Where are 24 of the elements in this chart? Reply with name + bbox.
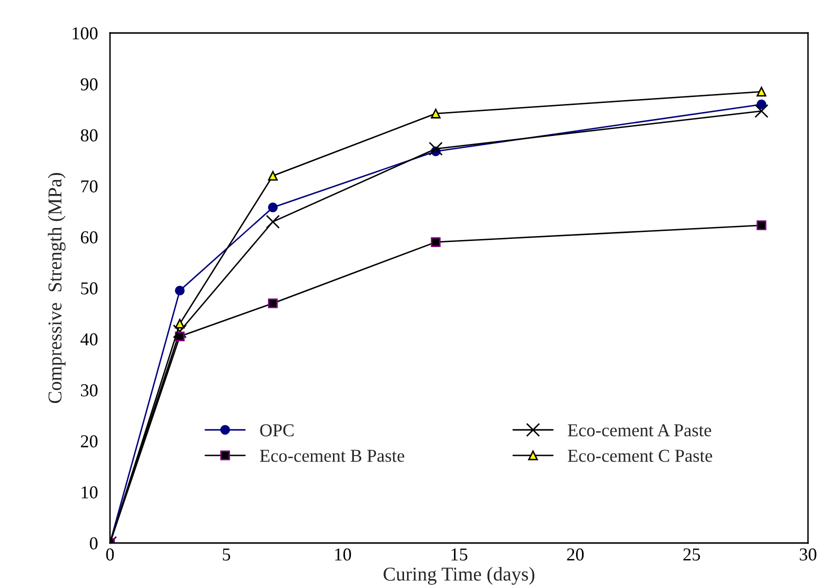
legend-label: Eco-cement A Paste: [568, 424, 712, 436]
x-axis-title: Curing Time (days): [384, 567, 534, 585]
legend-label: Eco-cement C Paste: [568, 450, 712, 462]
y-tick-label: 20: [80, 435, 98, 448]
y-tick-label: 60: [80, 231, 98, 244]
x-tick-label: 0: [106, 548, 114, 561]
y-tick-label: 90: [80, 78, 98, 90]
y-tick-label: 70: [81, 180, 98, 192]
legend-label: Eco-cement B Paste: [260, 450, 404, 462]
y-tick-label: 30: [81, 384, 98, 396]
x-tick-label: 15: [452, 548, 468, 561]
legend-label: OPC: [260, 424, 294, 436]
y-tick-label: 50: [81, 282, 98, 294]
x-tick-label: 30: [800, 548, 816, 561]
y-axis-title: Compressive Strength (MPa): [48, 173, 66, 404]
y-tick-label: 10: [82, 486, 98, 498]
x-tick-label: 25: [683, 548, 700, 561]
x-tick-label: 5: [222, 548, 230, 561]
x-tick-label: 20: [567, 548, 584, 561]
y-tick-label: 40: [80, 333, 98, 346]
y-tick-label: 80: [80, 129, 98, 142]
y-tick-label: 100: [72, 27, 98, 40]
y-tick-label: 0: [90, 537, 98, 550]
x-tick-label: 10: [335, 548, 352, 561]
